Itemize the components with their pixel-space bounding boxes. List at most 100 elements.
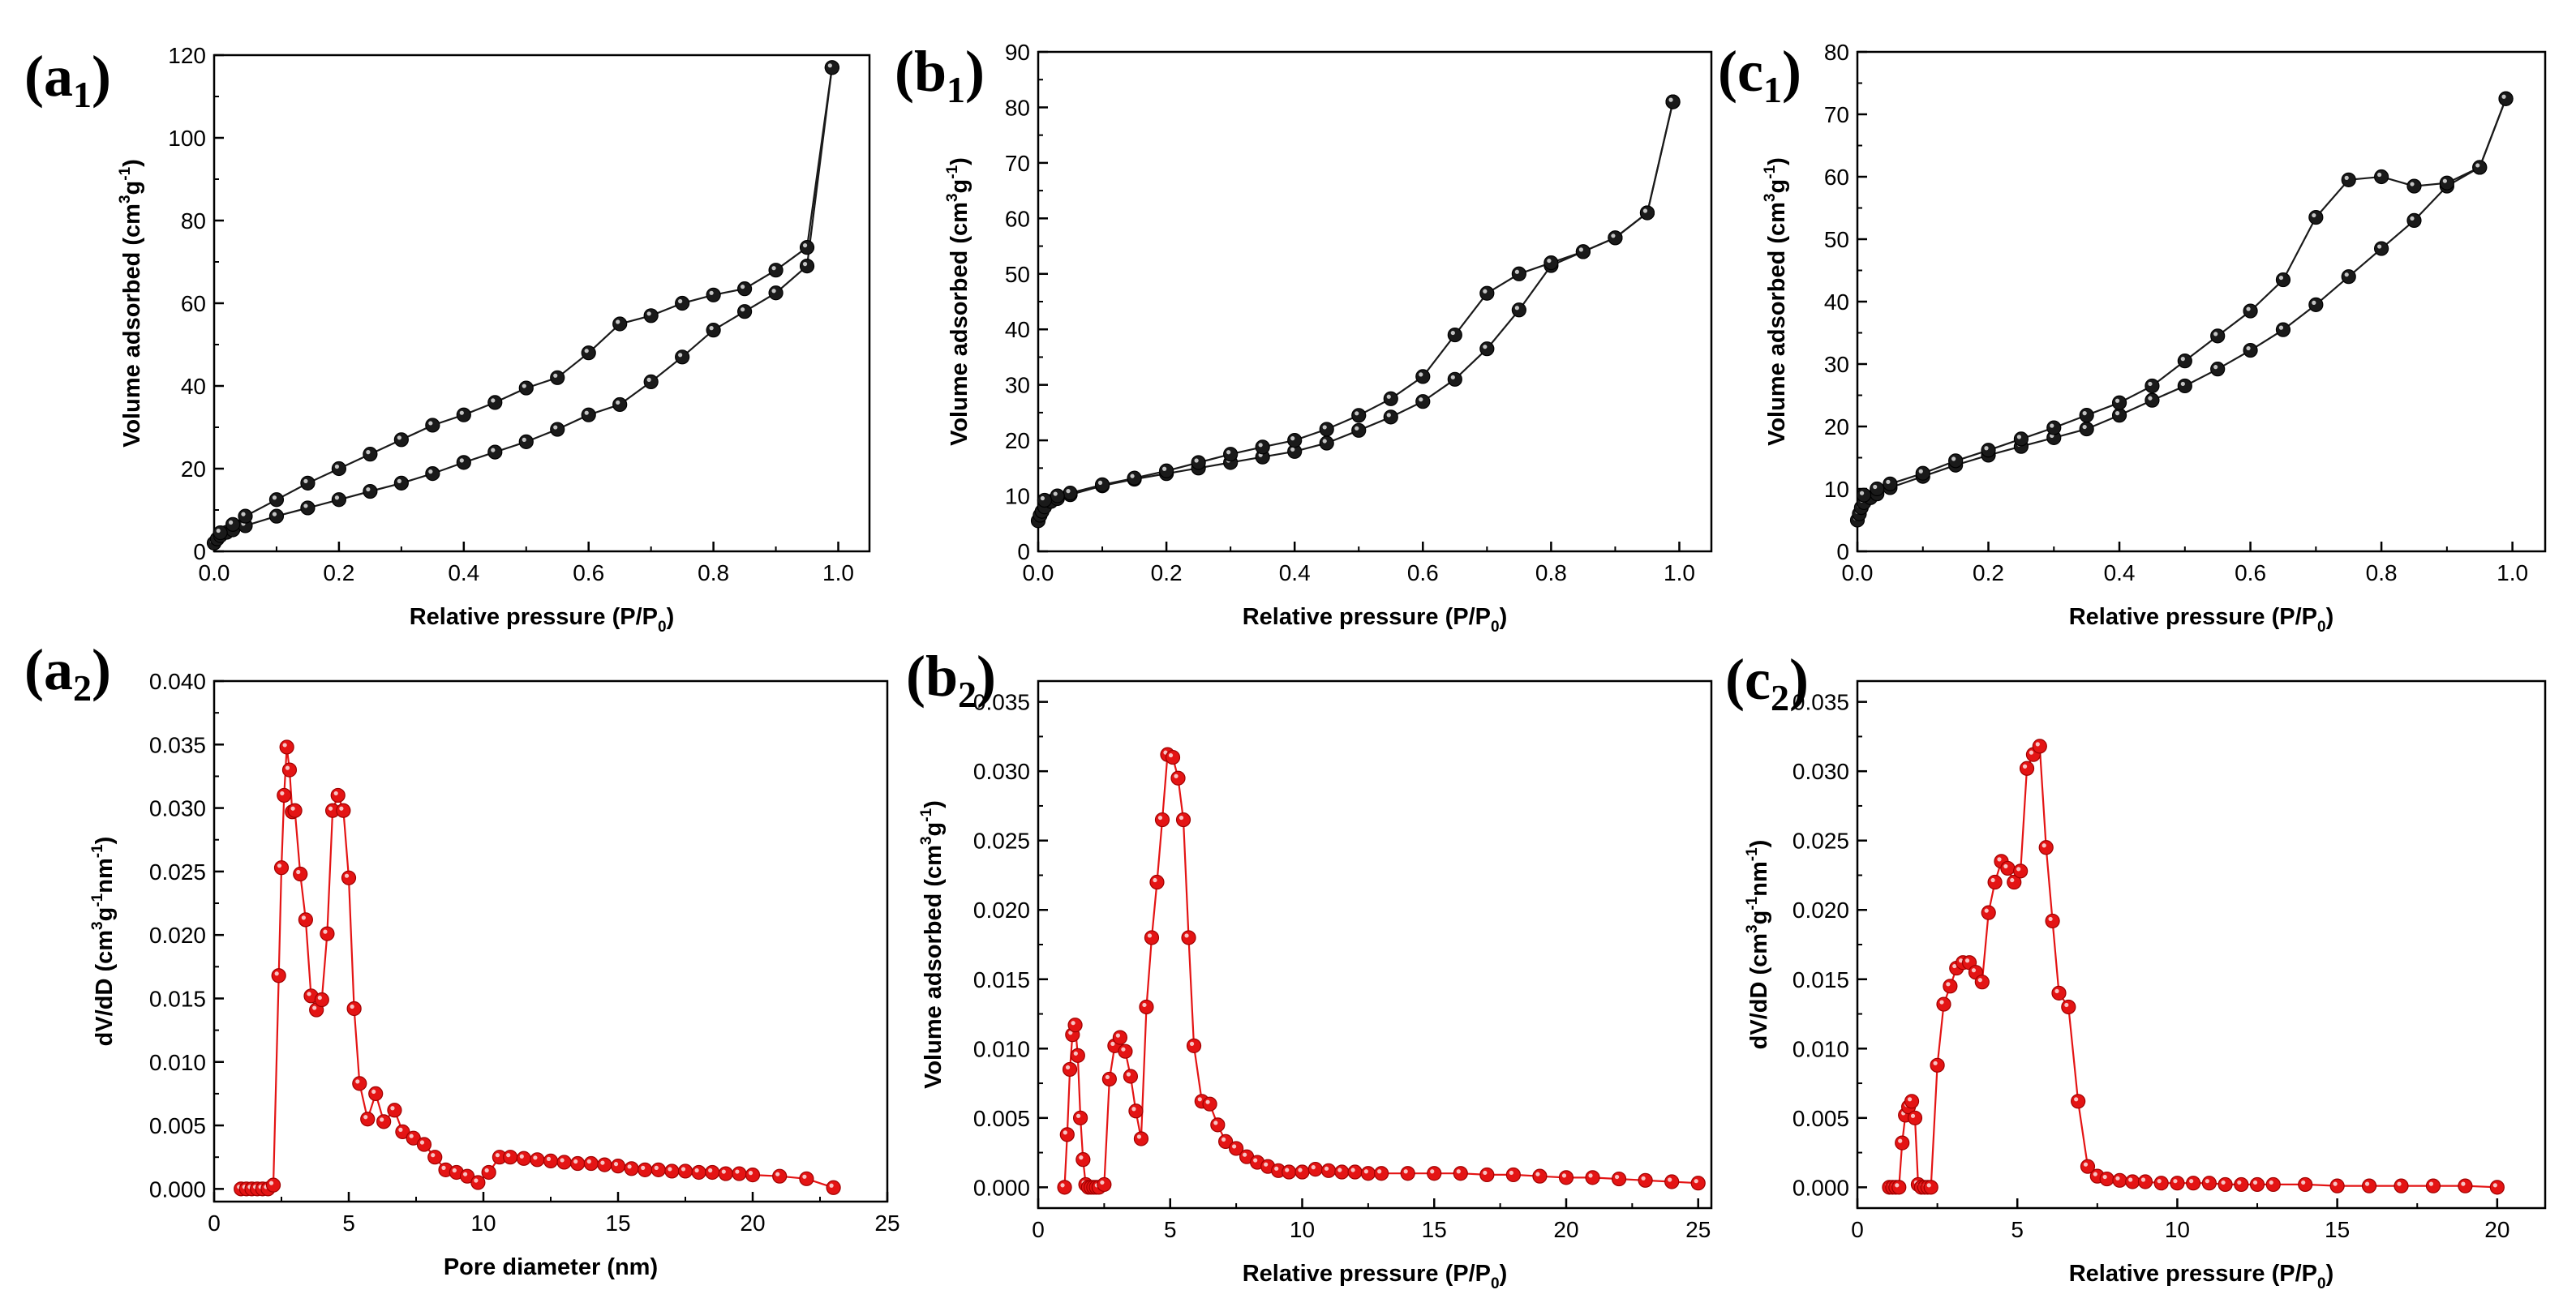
panel-label-open: ( bbox=[906, 644, 925, 709]
data-point-highlight bbox=[1642, 208, 1648, 213]
data-point-a2 bbox=[664, 1163, 680, 1179]
y-tick-label-a1: 80 bbox=[181, 208, 206, 234]
data-point-a2 bbox=[320, 926, 335, 941]
data-point-a1 bbox=[824, 60, 839, 75]
y-axis-label-mid: g bbox=[92, 907, 118, 922]
data-point-a2 bbox=[799, 1171, 814, 1186]
data-point-highlight bbox=[1161, 466, 1167, 471]
data-point-a2 bbox=[387, 1103, 402, 1118]
data-point-highlight bbox=[216, 528, 221, 534]
y-tick-label-b2: 0.025 bbox=[973, 829, 1030, 854]
data-point-highlight bbox=[586, 1159, 591, 1164]
data-point-c2 bbox=[2425, 1178, 2441, 1193]
data-point-highlight bbox=[2128, 1177, 2133, 1182]
data-point-c1 bbox=[2406, 178, 2422, 194]
data-point-highlight bbox=[584, 349, 589, 354]
y-tick-label-b1: 60 bbox=[1005, 206, 1030, 231]
data-point-b1 bbox=[1575, 244, 1591, 259]
y-tick-label-c1: 60 bbox=[1824, 165, 1849, 190]
data-point-b2 bbox=[1453, 1166, 1468, 1181]
data-point-highlight bbox=[371, 1089, 376, 1095]
data-point-highlight bbox=[1483, 345, 1488, 349]
data-point-highlight bbox=[2173, 1179, 2178, 1184]
data-point-a1 bbox=[238, 508, 253, 524]
y-tick-label-c2: 0.010 bbox=[1792, 1036, 1849, 1061]
data-point-c1 bbox=[2079, 408, 2094, 423]
data-point-highlight bbox=[1053, 491, 1058, 496]
data-point-a1 bbox=[550, 422, 565, 437]
data-point-a2 bbox=[772, 1168, 788, 1184]
data-point-a2 bbox=[281, 762, 298, 778]
data-point-c1 bbox=[2406, 212, 2422, 228]
data-point-a2 bbox=[279, 739, 294, 755]
data-point-highlight bbox=[2140, 1177, 2146, 1182]
data-point-highlight bbox=[2410, 216, 2415, 221]
data-point-a1 bbox=[393, 432, 409, 448]
x-axis-label-sub: 0 bbox=[1491, 1275, 1500, 1292]
data-point-highlight bbox=[495, 1153, 500, 1158]
data-point-c2 bbox=[2329, 1178, 2345, 1193]
data-point-highlight bbox=[735, 1169, 740, 1174]
x-axis-label-tail: ) bbox=[1500, 1261, 1508, 1287]
data-point-b2 bbox=[1070, 1048, 1085, 1063]
data-point-highlight bbox=[2082, 411, 2087, 416]
x-tick-label-c1: 0.4 bbox=[2104, 560, 2136, 585]
data-point-highlight bbox=[268, 1181, 274, 1185]
data-point-highlight bbox=[282, 743, 287, 748]
y-tick-label-b2: 0.005 bbox=[973, 1106, 1030, 1131]
y-tick-label-b1: 70 bbox=[1005, 151, 1030, 176]
data-point-highlight bbox=[2312, 300, 2316, 305]
data-point-highlight bbox=[1926, 1183, 1931, 1188]
data-point-a2 bbox=[624, 1161, 639, 1176]
data-point-highlight bbox=[2054, 988, 2059, 993]
data-point-highlight bbox=[1131, 1107, 1136, 1112]
data-point-c2 bbox=[2394, 1178, 2409, 1193]
panel-label-letter: b bbox=[914, 39, 947, 104]
data-point-highlight bbox=[363, 1115, 368, 1120]
data-point-highlight bbox=[2189, 1179, 2194, 1184]
data-point-highlight bbox=[1194, 458, 1199, 463]
panel-label-letter: c bbox=[1737, 39, 1763, 104]
y-tick-label-b2: 0.015 bbox=[973, 967, 1030, 992]
data-point-a1 bbox=[268, 492, 285, 508]
y-tick-label-c1: 70 bbox=[1824, 102, 1849, 127]
data-point-a1 bbox=[550, 370, 565, 385]
data-point-a1 bbox=[768, 285, 784, 301]
data-point-b2 bbox=[1347, 1164, 1363, 1180]
data-point-highlight bbox=[2102, 1174, 2107, 1180]
x-tick-label-c1: 1.0 bbox=[2497, 560, 2528, 585]
data-point-highlight bbox=[2083, 1162, 2089, 1167]
data-point-b1 bbox=[1127, 470, 1142, 486]
y-tick-label-c1: 40 bbox=[1824, 289, 1849, 315]
panel-label-open: ( bbox=[895, 39, 914, 104]
y-axis-label-sup: -1 bbox=[1762, 165, 1779, 178]
data-point-b2 bbox=[1505, 1167, 1521, 1183]
y-tick-label-c2: 0.025 bbox=[1792, 829, 1849, 854]
data-point-highlight bbox=[1136, 1134, 1142, 1139]
data-point-highlight bbox=[600, 1160, 605, 1165]
data-point-highlight bbox=[775, 1172, 780, 1176]
data-point-c1 bbox=[2079, 421, 2094, 437]
y-tick-label-c1: 0 bbox=[1836, 539, 1849, 564]
data-point-c1 bbox=[2046, 420, 2062, 435]
x-tick-label-b1: 0.6 bbox=[1407, 560, 1439, 585]
data-point-a2 bbox=[376, 1114, 392, 1129]
data-point-c1 bbox=[2308, 209, 2324, 225]
data-point-c2 bbox=[1923, 1180, 1938, 1195]
data-point-highlight bbox=[441, 1165, 446, 1170]
data-point-highlight bbox=[1984, 908, 1989, 913]
data-point-highlight bbox=[1419, 397, 1423, 402]
data-point-highlight bbox=[802, 243, 808, 248]
data-point-highlight bbox=[1450, 330, 1455, 336]
data-point-highlight bbox=[1430, 1169, 1435, 1174]
x-axis-label-a2: Pore diameter (nm) bbox=[444, 1254, 658, 1280]
data-point-a2 bbox=[368, 1086, 384, 1102]
data-point-highlight bbox=[2301, 1180, 2306, 1185]
x-tick-label-c1: 0.0 bbox=[1842, 560, 1874, 585]
data-point-highlight bbox=[2041, 843, 2046, 848]
data-point-highlight bbox=[484, 1168, 489, 1173]
data-point-c2 bbox=[1907, 1110, 1923, 1125]
data-point-c1 bbox=[2341, 172, 2356, 187]
data-point-highlight bbox=[419, 1140, 425, 1145]
data-point-highlight bbox=[1959, 958, 1964, 963]
